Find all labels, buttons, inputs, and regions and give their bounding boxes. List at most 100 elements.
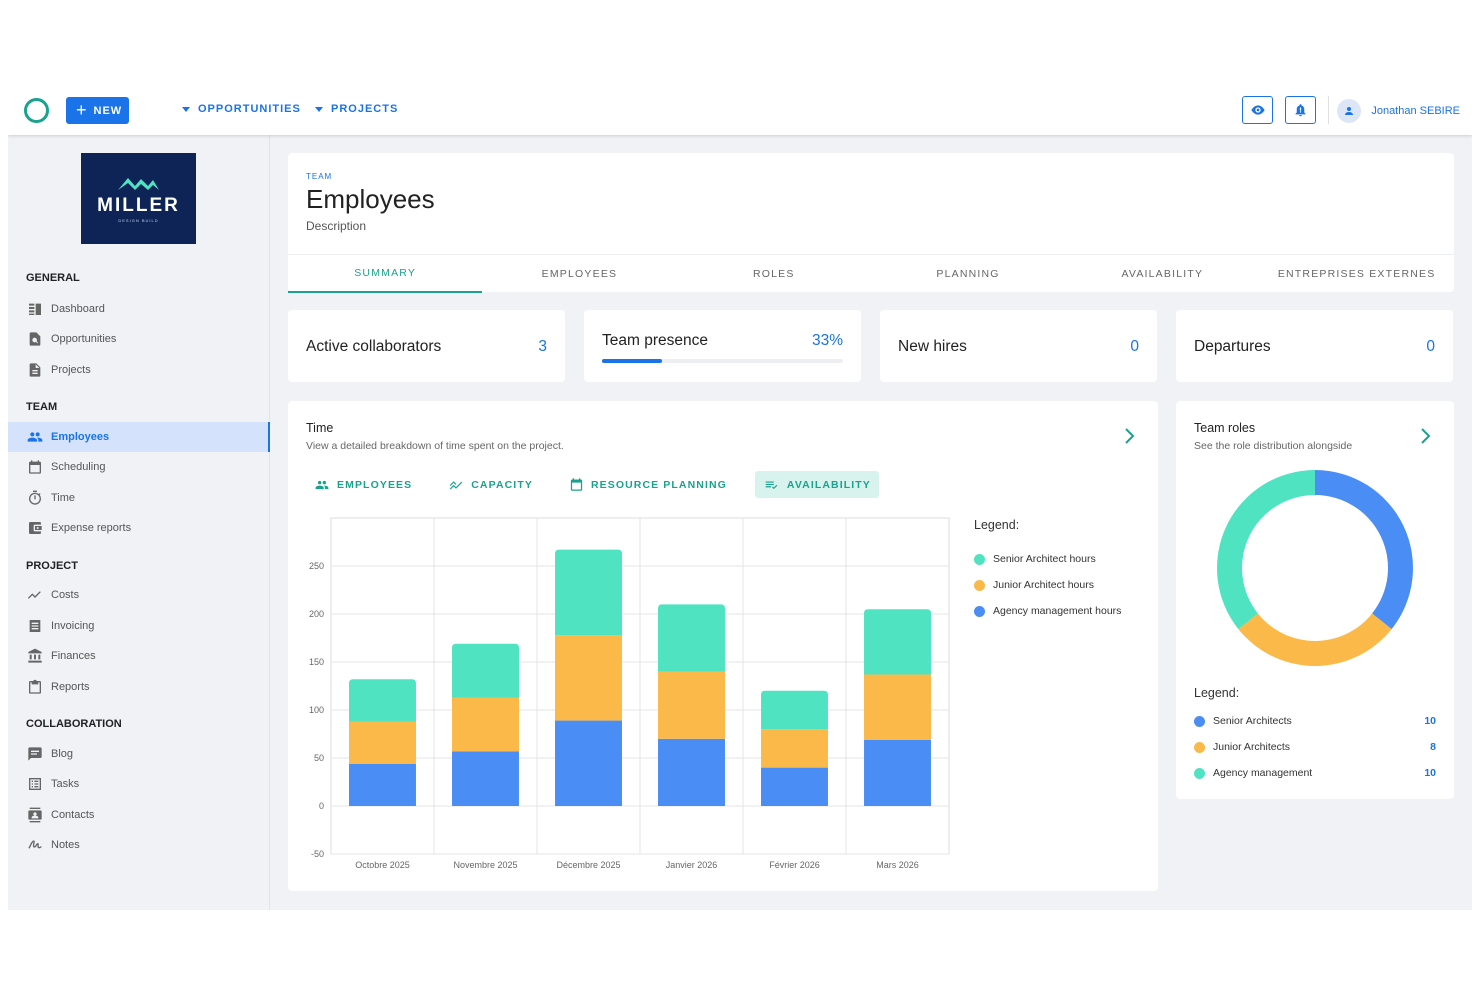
sidebar-item-projects[interactable]: Projects: [8, 355, 270, 385]
chevron-right-icon[interactable]: [1420, 428, 1432, 444]
sidebar-item-contacts[interactable]: Contacts: [8, 800, 270, 830]
sidebar-item-reports[interactable]: Reports: [8, 672, 270, 702]
presence-progress-fill: [602, 359, 663, 363]
sidebar-item-opportunities[interactable]: Opportunities: [8, 324, 270, 354]
legend-item: Senior Architects 10: [1194, 708, 1436, 734]
chevron-right-icon[interactable]: [1124, 428, 1136, 444]
eye-icon: [1250, 105, 1265, 115]
sidebar-item-expense-reports[interactable]: Expense reports: [8, 513, 270, 543]
bar-segment[interactable]: [658, 738, 725, 806]
sidebar-item-label: Scheduling: [51, 461, 106, 473]
sidebar-item-time[interactable]: Time: [8, 483, 270, 513]
sidebar-item-label: Tasks: [51, 778, 80, 790]
roles-card-subtitle: See the role distribution alongside: [1194, 440, 1353, 452]
user-menu[interactable]: Jonathan SEBIRE: [1337, 99, 1460, 123]
sidebar-item-costs[interactable]: Costs: [8, 580, 270, 610]
sidebar-item-invoicing[interactable]: Invoicing: [8, 611, 270, 641]
bar-segment[interactable]: [349, 763, 416, 806]
projects-menu[interactable]: PROJECTS: [315, 103, 398, 115]
donut-slice[interactable]: [1315, 470, 1413, 630]
bar-segment[interactable]: [452, 697, 519, 752]
legend-label: Junior Architects: [1213, 741, 1291, 753]
bar-segment[interactable]: [658, 671, 725, 739]
x-tick-label: Octobre 2025: [355, 860, 410, 870]
brand-name: MILLER: [97, 195, 180, 216]
bar-segment[interactable]: [452, 643, 519, 698]
page-description: Description: [306, 219, 367, 233]
bar-segment[interactable]: [864, 609, 931, 675]
page-header: TEAM Employees Description SUMMARY EMPLO…: [288, 153, 1454, 293]
subtab-resource-planning[interactable]: RESOURCE PLANNING: [561, 471, 735, 498]
kpi-label: Active collaborators: [306, 338, 442, 355]
sidebar-item-label: Finances: [51, 650, 96, 662]
sidebar-item-notes[interactable]: Notes: [8, 830, 270, 860]
tab-employees[interactable]: EMPLOYEES: [541, 268, 618, 280]
sidebar-item-label: Projects: [51, 364, 91, 376]
kpi-team-presence: Team presence 33%: [584, 310, 861, 382]
y-tick-label: 250: [309, 561, 324, 571]
tab-summary[interactable]: SUMMARY: [288, 255, 483, 293]
y-tick-label: 100: [309, 705, 324, 715]
kpi-value: 0: [1426, 338, 1435, 355]
sidebar-item-label: Notes: [51, 839, 80, 851]
x-tick-label: Décembre 2025: [556, 860, 620, 870]
subtab-label: AVAILABILITY: [786, 478, 871, 491]
tab-planning[interactable]: PLANNING: [936, 268, 1000, 280]
bar-segment[interactable]: [555, 635, 622, 721]
bar-segment[interactable]: [349, 679, 416, 722]
bar-segment[interactable]: [555, 549, 622, 636]
sidebar-item-label: Reports: [51, 681, 90, 693]
preview-button[interactable]: [1242, 96, 1273, 124]
legend-label: Senior Architect hours: [993, 553, 1096, 565]
app-logo-icon[interactable]: [24, 98, 49, 123]
bar-segment[interactable]: [349, 721, 416, 764]
kpi-label: New hires: [898, 338, 967, 355]
time-card-title: Time: [306, 421, 334, 435]
sidebar-item-label: Invoicing: [51, 620, 95, 632]
subtab-capacity[interactable]: CAPACITY: [440, 471, 541, 498]
new-button[interactable]: + NEW: [66, 97, 129, 124]
bar-segment[interactable]: [761, 729, 828, 768]
notifications-button[interactable]: [1285, 96, 1316, 124]
sidebar-item-blog[interactable]: Blog: [8, 739, 270, 769]
sidebar-item-scheduling[interactable]: Scheduling: [8, 452, 270, 482]
sidebar-item-finances[interactable]: Finances: [8, 641, 270, 671]
legend-dot: [1194, 767, 1205, 779]
dashboard-icon: [29, 303, 41, 315]
subtab-availability[interactable]: AVAILABILITY: [754, 471, 879, 498]
projects-menu-label: PROJECTS: [331, 103, 399, 115]
bar-segment[interactable]: [864, 739, 931, 806]
x-tick-label: Janvier 2026: [666, 860, 718, 870]
legend-dot: [974, 553, 985, 565]
sidebar-item-employees[interactable]: Employees: [8, 422, 270, 452]
people-icon: [315, 480, 329, 489]
bar-segment[interactable]: [864, 674, 931, 740]
legend-dot: [1194, 715, 1205, 727]
y-tick-label: 200: [309, 609, 324, 619]
bar-segment[interactable]: [761, 767, 828, 806]
sidebar-item-tasks[interactable]: Tasks: [8, 769, 270, 799]
roles-legend: Legend: Senior Architects 10 Junior Arch…: [1194, 686, 1436, 786]
people-icon: [27, 432, 43, 442]
trend-icon: [450, 480, 463, 489]
bar-segment[interactable]: [761, 690, 828, 730]
legend-item: Junior Architects 8: [1194, 734, 1436, 760]
tab-availability[interactable]: AVAILABILITY: [1121, 268, 1204, 280]
section-team: TEAM: [26, 401, 58, 413]
x-tick-label: Mars 2026: [876, 860, 919, 870]
caret-down-icon: [182, 106, 190, 112]
donut-slice[interactable]: [1217, 470, 1315, 630]
donut-slice[interactable]: [1238, 613, 1392, 666]
tab-roles[interactable]: ROLES: [752, 268, 795, 280]
time-card-subtitle: View a detailed breakdown of time spent …: [306, 440, 564, 452]
subtab-employees[interactable]: EMPLOYEES: [306, 471, 420, 498]
user-name: Jonathan SEBIRE: [1371, 105, 1460, 117]
sidebar-item-dashboard[interactable]: Dashboard: [8, 294, 270, 324]
bar-segment[interactable]: [658, 604, 725, 672]
tab-entreprises-externes[interactable]: ENTREPRISES EXTERNES: [1277, 268, 1436, 280]
bar-segment[interactable]: [555, 720, 622, 806]
divider: [1328, 96, 1329, 124]
mountain-logo-icon: [118, 178, 159, 190]
bar-segment[interactable]: [452, 751, 519, 806]
opportunities-menu[interactable]: OPPORTUNITIES: [182, 103, 301, 115]
